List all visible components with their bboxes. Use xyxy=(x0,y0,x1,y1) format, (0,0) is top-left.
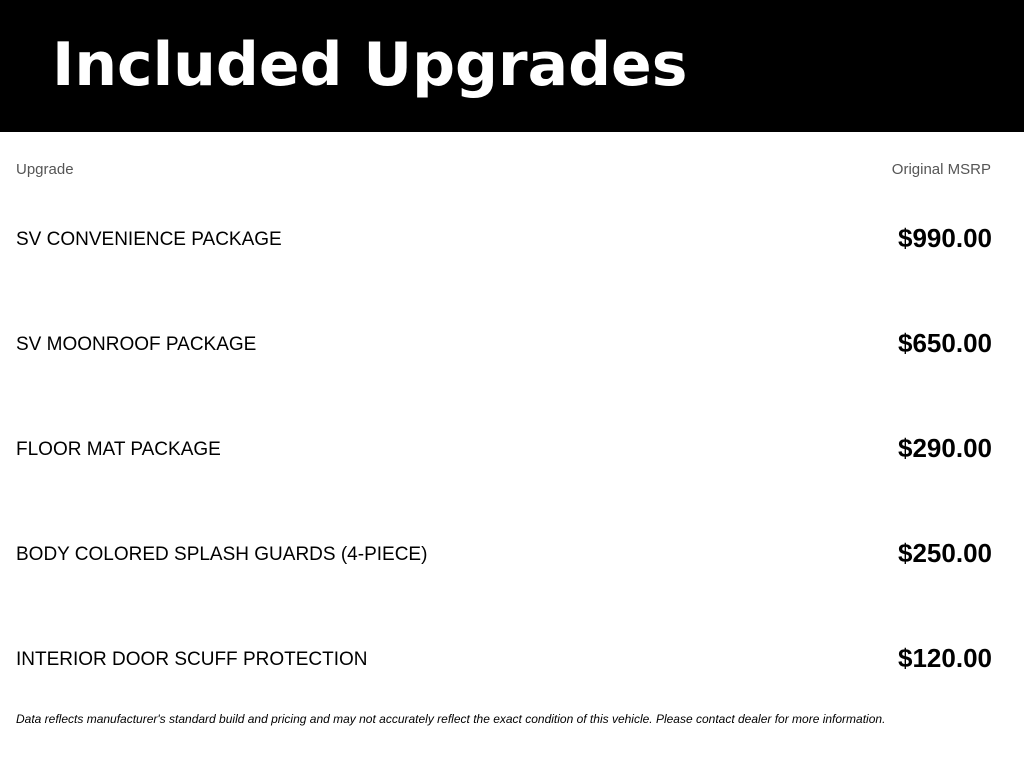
column-header-upgrade: Upgrade xyxy=(16,161,74,178)
header-banner: Included Upgrades xyxy=(0,0,1024,132)
upgrade-price: $650.00 xyxy=(898,328,992,358)
upgrade-name: SV CONVENIENCE PACKAGE xyxy=(16,229,282,250)
upgrade-price: $120.00 xyxy=(898,643,992,673)
table-row: SV CONVENIENCE PACKAGE $990.00 xyxy=(16,223,992,253)
upgrade-price: $990.00 xyxy=(898,223,992,253)
upgrade-name: INTERIOR DOOR SCUFF PROTECTION xyxy=(16,649,368,670)
table-row: BODY COLORED SPLASH GUARDS (4-PIECE) $250… xyxy=(16,538,992,568)
table-row: SV MOONROOF PACKAGE $650.00 xyxy=(16,328,992,358)
upgrade-name: SV MOONROOF PACKAGE xyxy=(16,334,257,355)
page-title: Included Upgrades xyxy=(52,30,688,100)
upgrade-price: $250.00 xyxy=(898,538,992,568)
upgrade-name: FLOOR MAT PACKAGE xyxy=(16,439,221,460)
upgrade-price: $290.00 xyxy=(898,433,992,463)
table-row: INTERIOR DOOR SCUFF PROTECTION $120.00 xyxy=(16,643,992,673)
table-row: FLOOR MAT PACKAGE $290.00 xyxy=(16,433,992,463)
disclaimer: Data reflects manufacturer's standard bu… xyxy=(16,712,886,726)
upgrade-name: BODY COLORED SPLASH GUARDS (4-PIECE) xyxy=(16,544,428,565)
column-header-msrp: Original MSRP xyxy=(891,161,991,178)
